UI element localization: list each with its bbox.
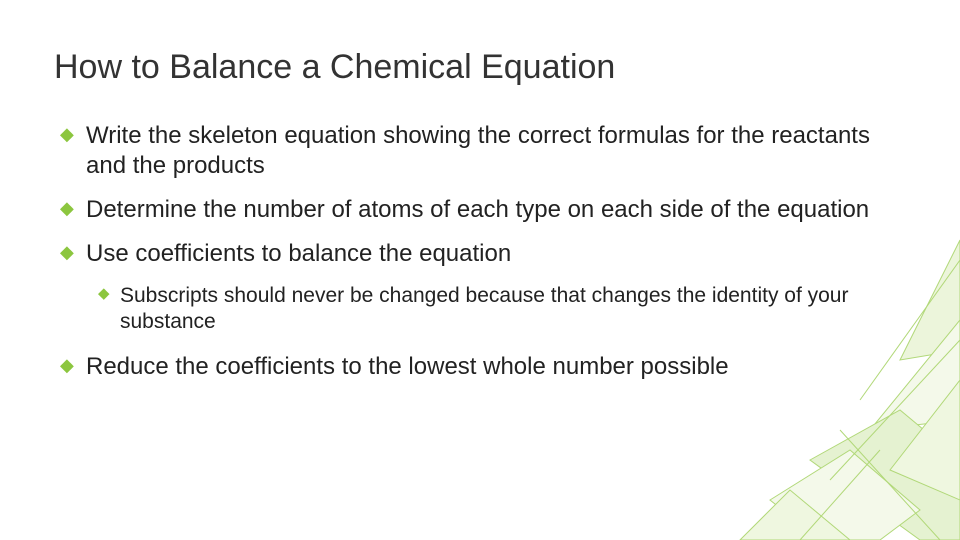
bullet-sub-item: Subscripts should never be changed becau… — [98, 283, 900, 336]
slide: How to Balance a Chemical Equation Write… — [0, 0, 960, 540]
bullet-item: Write the skeleton equation showing the … — [60, 121, 900, 181]
slide-body: Write the skeleton equation showing the … — [60, 121, 900, 382]
slide-title: How to Balance a Chemical Equation — [54, 48, 900, 87]
bullet-item: Use coefficients to balance the equation — [60, 239, 900, 269]
bullet-item: Reduce the coefficients to the lowest wh… — [60, 352, 900, 382]
bullet-item: Determine the number of atoms of each ty… — [60, 195, 900, 225]
